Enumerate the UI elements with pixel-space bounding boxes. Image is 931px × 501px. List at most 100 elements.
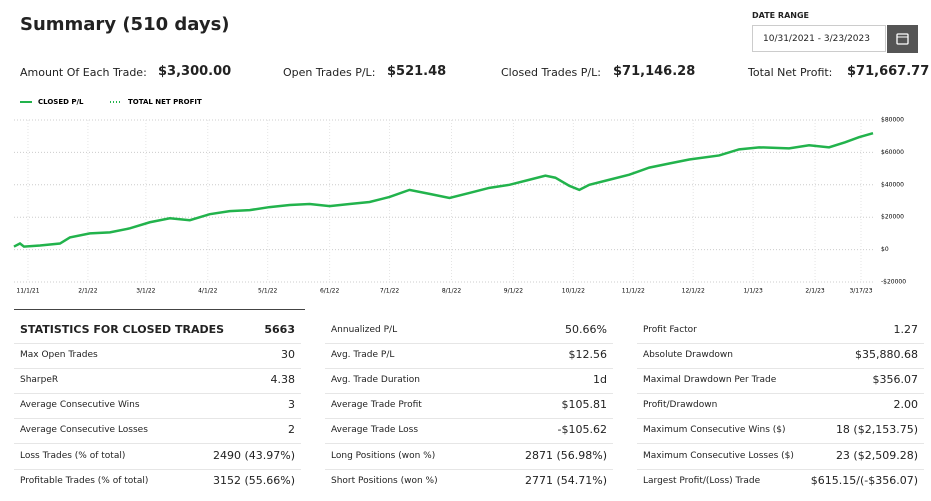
row-divider <box>14 343 301 344</box>
stat-value: 3152 (55.66%) <box>212 474 295 487</box>
stat-value: 1d <box>593 373 607 386</box>
date-range-input[interactable]: 10/31/2021 - 3/23/2023 <box>752 25 886 52</box>
page-title: Summary (510 days) <box>20 14 230 35</box>
stat-label: Avg. Trade Duration <box>331 375 420 385</box>
x-tick-label: 7/1/22 <box>380 288 399 295</box>
legend-label: TOTAL NET PROFIT <box>128 98 202 106</box>
stat-label: Maximal Drawdown Per Trade <box>643 375 777 385</box>
row-divider <box>325 443 613 444</box>
stat-value: 2771 (54.71%) <box>524 474 607 487</box>
stat-value: 2 <box>288 423 295 436</box>
row-divider <box>637 469 924 470</box>
stats-count: 5663 <box>264 323 295 336</box>
chart: $80000 $60000 $40000 $20000 $0 -$20000 11/1/21… <box>13 98 906 295</box>
summary-label: Closed Trades P/L: <box>501 66 601 79</box>
date-range-label: DATE RANGE <box>752 11 809 20</box>
row-divider <box>637 368 924 369</box>
y-tick-label: $0 <box>881 246 889 253</box>
stat-value: 2871 (56.98%) <box>524 449 607 462</box>
stat-value: $35,880.68 <box>855 348 918 361</box>
stat-label: SharpeR <box>20 375 59 385</box>
stat-value: 23 ($2,509.28) <box>835 449 918 462</box>
stat-label: Long Positions (won %) <box>331 451 436 461</box>
row-divider <box>637 418 924 419</box>
stat-label: Maximum Consecutive Losses ($) <box>643 451 794 461</box>
x-tick-label: 2/1/22 <box>78 288 97 295</box>
stat-label: Profitable Trades (% of total) <box>20 476 149 486</box>
stat-value: $615.15/(-$356.07) <box>810 474 918 487</box>
stat-value: 18 ($2,153.75) <box>835 423 918 436</box>
summary-label: Amount Of Each Trade: <box>20 66 147 79</box>
stat-label: Average Trade Profit <box>331 400 422 410</box>
x-tick-label: 5/1/22 <box>258 288 277 295</box>
stat-label: Average Consecutive Losses <box>20 425 148 435</box>
x-tick-label: 3/1/22 <box>136 288 155 295</box>
legend-label: CLOSED P/L <box>38 98 84 106</box>
y-tick-label: $20000 <box>881 214 904 221</box>
stat-value: -$105.62 <box>557 423 607 436</box>
stat-value: 4.38 <box>270 373 296 386</box>
x-tick-label: 2/1/23 <box>805 288 824 295</box>
stats-header: STATISTICS FOR CLOSED TRADES <box>20 323 225 336</box>
row-divider <box>325 343 613 344</box>
stat-value: 3 <box>288 398 295 411</box>
stat-label: Short Positions (won %) <box>331 476 438 486</box>
row-divider <box>637 343 924 344</box>
x-tick-label: 11/1/21 <box>16 288 39 295</box>
row-divider <box>14 443 301 444</box>
stat-label: Largest Profit/(Loss) Trade <box>643 476 761 486</box>
x-tick-label: 4/1/22 <box>198 288 217 295</box>
summary-value: $3,300.00 <box>158 64 232 79</box>
y-tick-label: $80000 <box>881 117 904 124</box>
stat-value: 2490 (43.97%) <box>212 449 295 462</box>
calendar-button[interactable] <box>887 25 918 53</box>
stat-label: Annualized P/L <box>331 325 398 335</box>
stat-label: Maximum Consecutive Wins ($) <box>643 425 786 435</box>
stat-label: Avg. Trade P/L <box>331 350 395 360</box>
row-divider <box>325 368 613 369</box>
stat-label: Loss Trades (% of total) <box>20 451 126 461</box>
row-divider <box>637 393 924 394</box>
x-tick-label: 8/1/22 <box>442 288 461 295</box>
stat-value: 50.66% <box>565 323 607 336</box>
y-tick-label: $60000 <box>881 149 904 156</box>
stat-label: Max Open Trades <box>20 350 98 360</box>
row-divider <box>14 368 301 369</box>
stat-label: Average Consecutive Wins <box>20 400 140 410</box>
row-divider <box>637 443 924 444</box>
x-tick-label: 12/1/22 <box>682 288 705 295</box>
stat-label: Profit/Drawdown <box>643 400 718 410</box>
stat-value: 2.00 <box>893 398 919 411</box>
row-divider <box>325 393 613 394</box>
summary-value: $71,667.77 <box>847 64 930 79</box>
stat-label: Average Trade Loss <box>331 425 419 435</box>
summary-value: $521.48 <box>387 64 447 79</box>
calendar-icon <box>896 33 909 45</box>
stat-value: $356.07 <box>872 373 919 386</box>
x-tick-label: 3/17/23 <box>849 288 872 295</box>
row-divider <box>14 418 301 419</box>
x-tick-label: 9/1/22 <box>504 288 523 295</box>
summary-label: Total Net Profit: <box>748 66 833 79</box>
stat-value: $105.81 <box>561 398 608 411</box>
stat-value: 1.27 <box>893 323 919 336</box>
row-divider <box>325 418 613 419</box>
summary-value: $71,146.28 <box>613 64 696 79</box>
x-tick-label: 10/1/22 <box>562 288 585 295</box>
summary-label: Open Trades P/L: <box>283 66 376 79</box>
stat-value: 30 <box>281 348 295 361</box>
series-line <box>13 132 874 248</box>
row-divider <box>325 469 613 470</box>
stat-label: Absolute Drawdown <box>643 350 733 360</box>
row-divider <box>14 393 301 394</box>
y-tick-label: -$20000 <box>881 279 906 286</box>
x-tick-label: 6/1/22 <box>320 288 339 295</box>
x-tick-label: 11/1/22 <box>622 288 645 295</box>
y-tick-label: $40000 <box>881 181 904 188</box>
x-tick-label: 1/1/23 <box>743 288 762 295</box>
series-line <box>13 131 874 248</box>
row-divider <box>14 309 305 310</box>
stat-value: $12.56 <box>568 348 608 361</box>
row-divider <box>14 469 301 470</box>
